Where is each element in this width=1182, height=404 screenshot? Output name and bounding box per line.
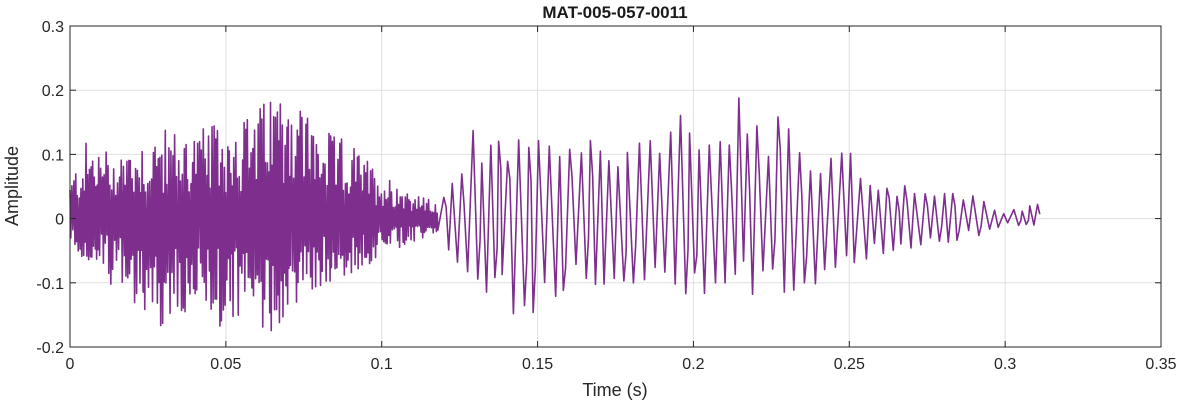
y-tick-label: -0.2 [36,340,64,357]
axis-ticks [69,25,1162,348]
y-tick-label: 0.1 [42,147,64,164]
x-tick-label: 0 [66,356,75,373]
signal-line [69,97,1041,332]
y-tick-label: -0.1 [36,276,64,293]
x-tick-label: 0.35 [1145,356,1176,373]
y-axis-label: Amplitude [2,146,22,226]
y-tick-label: 0 [55,212,64,229]
x-tick-label: 0.05 [210,356,241,373]
x-tick-labels: 0 0.05 0.1 0.15 0.2 0.25 0.3 0.35 [66,356,1177,373]
y-tick-labels: -0.2 -0.1 0 0.1 0.2 0.3 [36,19,64,357]
x-tick-label: 0.25 [834,356,865,373]
x-tick-label: 0.2 [682,356,704,373]
x-tick-label: 0.15 [522,356,553,373]
signal-series [69,97,1041,332]
x-axis-label: Time (s) [582,380,647,400]
y-tick-label: 0.3 [42,19,64,36]
chart-title: MAT-005-057-0011 [542,3,687,22]
plot-frame [69,25,1162,348]
x-tick-label: 0.1 [371,356,393,373]
y-tick-label: 0.2 [42,83,64,100]
x-tick-label: 0.3 [994,356,1016,373]
